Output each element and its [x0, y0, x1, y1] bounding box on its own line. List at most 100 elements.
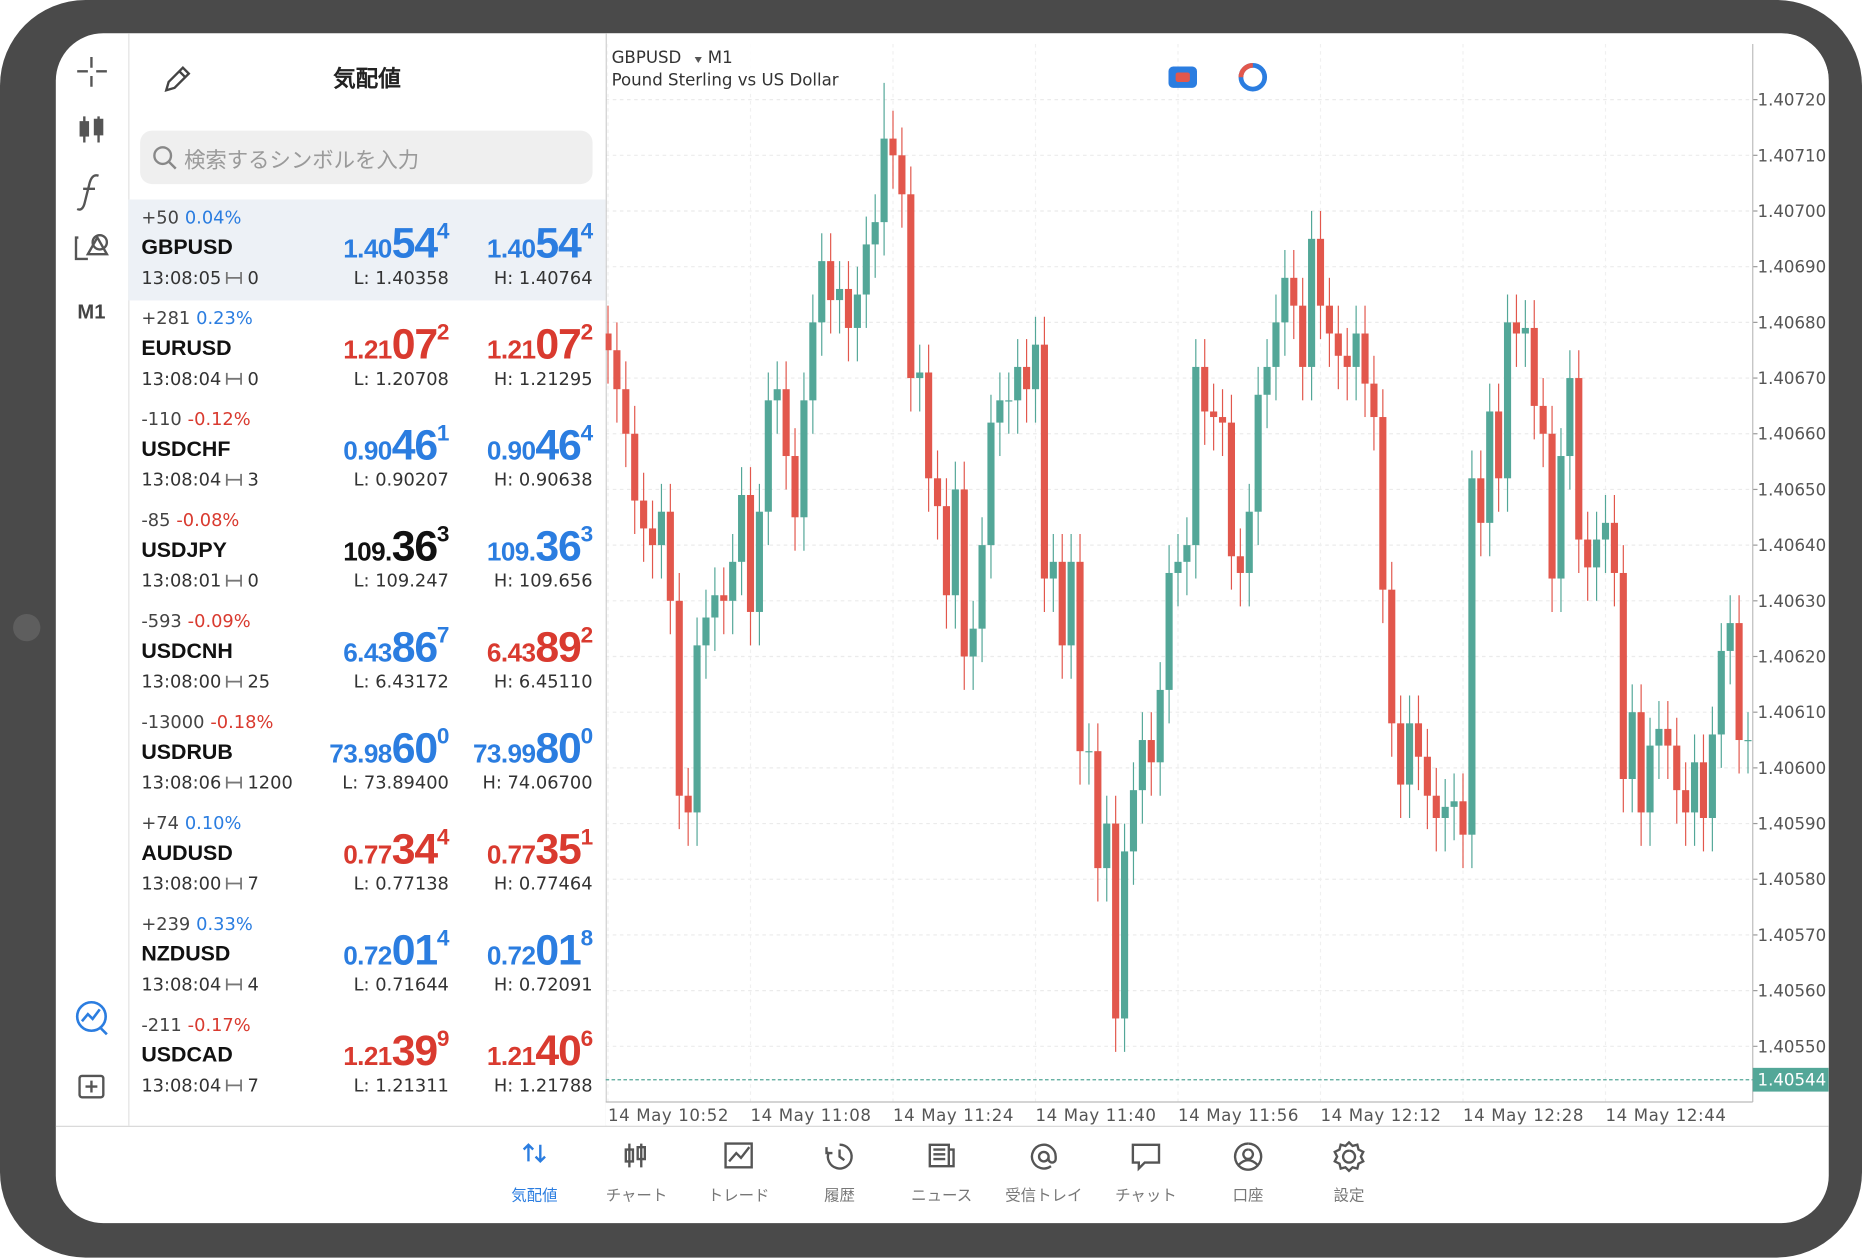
- price-point: 4: [580, 219, 594, 245]
- tab[interactable]: チャート: [585, 1127, 687, 1223]
- price-pips: 54: [535, 218, 581, 268]
- spread-icon: [226, 877, 243, 890]
- day-high: H: 1.21788: [493, 1074, 593, 1097]
- tab-glyph: [1233, 1142, 1263, 1171]
- quote-row[interactable]: -13000 -0.18% USDRUB 13:08:06 1200 73.98600 73…: [128, 704, 605, 805]
- candle-body: [1085, 751, 1093, 753]
- quote-row[interactable]: +74 0.10% AUDUSD 13:08:00 7 0.77344 0.77351 L: …: [128, 805, 605, 906]
- tab[interactable]: チャット: [1095, 1127, 1197, 1223]
- last-price-label: 1.40544: [1758, 1071, 1827, 1090]
- price-pips: 07: [535, 319, 581, 369]
- candle-body: [1272, 322, 1280, 367]
- price-prefix: 0.72: [343, 940, 392, 971]
- change-percent: -0.17%: [187, 1014, 251, 1036]
- x-tick-label: 14 May 10:52: [608, 1106, 729, 1125]
- y-tick-label: 1.40650: [1758, 480, 1827, 499]
- candle-body: [1227, 422, 1235, 557]
- change-line: -593 -0.09%: [141, 610, 250, 631]
- price-point: 4: [436, 825, 450, 851]
- time-line: 13:08:01 0: [141, 570, 258, 591]
- edit-icon[interactable]: [162, 64, 193, 95]
- candle-body: [1619, 572, 1627, 780]
- candle-body: [800, 400, 808, 518]
- quote-row[interactable]: -211 -0.17% USDCAD 13:08:04 7 1.21399 1.21406 L…: [128, 1007, 605, 1108]
- search-box[interactable]: 検索するシンボルを入力: [140, 130, 593, 185]
- symbol: GBPUSD: [141, 235, 233, 259]
- candle-body: [693, 645, 701, 813]
- y-tick-label: 1.40620: [1758, 647, 1827, 666]
- change-points: +50: [141, 206, 179, 228]
- crosshair-icon[interactable]: [77, 57, 107, 87]
- tab[interactable]: 設定: [1298, 1127, 1400, 1223]
- x-tick-label: 14 May 12:28: [1463, 1106, 1584, 1125]
- tab-label: チャート: [605, 1187, 668, 1206]
- candle-body: [1468, 478, 1476, 835]
- change-line: -110 -0.12%: [141, 409, 250, 430]
- quote-row[interactable]: -85 -0.08% USDJPY 13:08:01 0 109.363 109.363 L:…: [128, 502, 605, 603]
- price-pips: 36: [535, 521, 581, 570]
- candle-body: [1744, 740, 1752, 742]
- candle-body: [933, 478, 942, 507]
- change-percent: -0.12%: [187, 408, 251, 430]
- trade-icon[interactable]: [75, 1000, 108, 1036]
- change-percent: 0.23%: [196, 307, 253, 329]
- signal-icon[interactable]: [1238, 62, 1268, 92]
- candle-body: [720, 595, 728, 601]
- tab-glyph: [724, 1142, 753, 1169]
- candle-body: [1414, 723, 1423, 757]
- x-tick-label: 14 May 11:40: [1036, 1106, 1157, 1125]
- tab-label: 受信トレイ: [1005, 1187, 1083, 1206]
- candle-body: [960, 489, 968, 657]
- price-point: 3: [580, 522, 594, 548]
- tab[interactable]: 口座: [1197, 1127, 1299, 1223]
- quote-row[interactable]: +239 0.33% NZDUSD 13:08:04 4 0.72014 0.72018 L:…: [128, 906, 605, 1007]
- new-order-icon[interactable]: [78, 1074, 105, 1099]
- quote-row[interactable]: -110 -0.12% USDCHF 13:08:04 3 0.90461 0.90464 L…: [128, 401, 605, 502]
- tab-label: 気配値: [511, 1187, 558, 1206]
- tab-label: トレード: [707, 1187, 770, 1206]
- quote-row[interactable]: -593 -0.09% USDCNH 13:08:00 25 6.43867 6.43892…: [128, 603, 605, 704]
- quote-row[interactable]: +281 0.23% EURUSD 13:08:04 0 1.21072 1.21072 L:…: [128, 300, 605, 401]
- candle-body: [613, 350, 621, 390]
- candle-body: [871, 222, 879, 245]
- candle-body: [1299, 305, 1307, 367]
- spread: 0: [247, 368, 259, 390]
- one-click-icon[interactable]: [1168, 66, 1198, 88]
- tab[interactable]: ニュース: [891, 1127, 993, 1223]
- tab-bar: 気配値 チャート トレード 履歴 ニュース 受信トレイ チャット 口座 設定: [55, 1125, 1829, 1223]
- candle-body: [1049, 561, 1057, 579]
- price-point: 2: [436, 320, 450, 346]
- spread-icon: [226, 776, 243, 789]
- candle-body: [773, 389, 781, 401]
- price-prefix: 0.77: [343, 839, 392, 870]
- candle-body: [1112, 823, 1120, 1019]
- indicator-icon[interactable]: [76, 174, 99, 211]
- tab[interactable]: トレード: [688, 1127, 790, 1223]
- tab[interactable]: 履歴: [789, 1127, 891, 1223]
- candle-body: [1183, 545, 1191, 562]
- candle-body: [1673, 745, 1681, 791]
- tab[interactable]: 受信トレイ: [993, 1127, 1095, 1223]
- tab-label: 設定: [1333, 1187, 1365, 1206]
- quote-row[interactable]: +50 0.04% GBPUSD 13:08:05 0 1.40544 1.40544 L: …: [128, 199, 606, 301]
- day-low: L: 6.43172: [353, 670, 449, 693]
- symbol: AUDUSD: [141, 840, 233, 865]
- y-tick-label: 1.40590: [1758, 815, 1827, 834]
- price-point: 2: [580, 623, 594, 649]
- candle-body: [1708, 734, 1716, 818]
- candle-body: [1584, 539, 1592, 568]
- symbol: USDCNH: [141, 638, 233, 663]
- candle-body: [925, 372, 933, 479]
- screen: M1 気配値 検索するシンボルを入力 +50 0.04% GBPUSD 13:08:: [55, 33, 1829, 1224]
- change-points: -13000: [141, 711, 205, 733]
- symbol: EURUSD: [141, 336, 232, 360]
- y-tick-label: 1.40600: [1758, 759, 1827, 778]
- time-line: 13:08:04 0: [141, 368, 258, 389]
- candle-body: [1655, 728, 1663, 746]
- candle-body: [1735, 623, 1743, 741]
- timeframe-button[interactable]: M1: [77, 301, 105, 323]
- x-tick-label: 14 May 12:12: [1321, 1106, 1442, 1125]
- candle-body: [605, 333, 612, 351]
- tab[interactable]: 気配値: [483, 1127, 585, 1223]
